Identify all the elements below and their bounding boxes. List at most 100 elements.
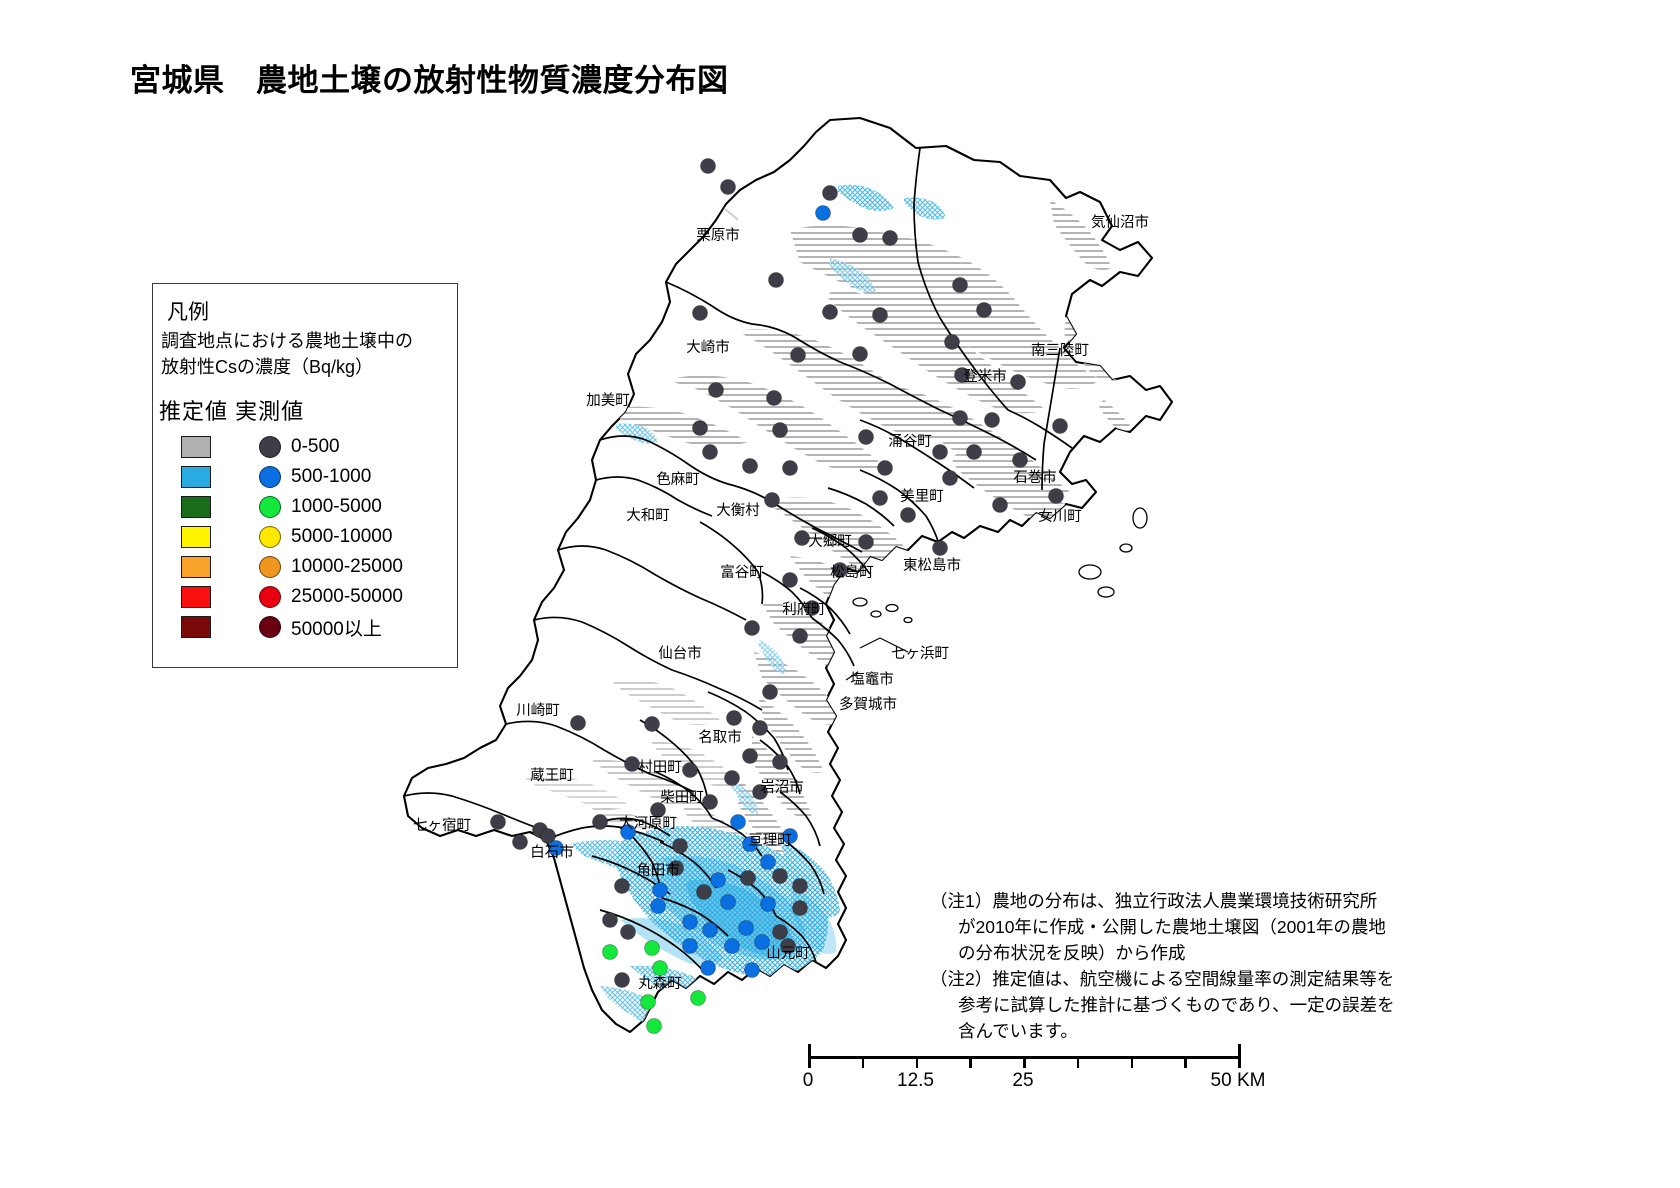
sample-point-0-500[interactable]	[672, 838, 688, 854]
sample-point-1000-5000[interactable]	[652, 960, 668, 976]
sample-point-0-500[interactable]	[1048, 488, 1064, 504]
sample-point-1000-5000[interactable]	[644, 940, 660, 956]
sample-point-0-500[interactable]	[540, 828, 556, 844]
sample-point-0-500[interactable]	[952, 410, 968, 426]
sample-point-0-500[interactable]	[592, 814, 608, 830]
sample-point-0-500[interactable]	[984, 412, 1000, 428]
sample-point-500-1000[interactable]	[650, 898, 666, 914]
sample-point-0-500[interactable]	[602, 912, 618, 928]
sample-point-500-1000[interactable]	[652, 882, 668, 898]
sample-point-0-500[interactable]	[852, 227, 868, 243]
sample-point-0-500[interactable]	[782, 460, 798, 476]
sample-point-500-1000[interactable]	[782, 828, 798, 844]
sample-point-0-500[interactable]	[742, 748, 758, 764]
sample-point-0-500[interactable]	[952, 277, 968, 293]
sample-point-0-500[interactable]	[700, 158, 716, 174]
sample-point-0-500[interactable]	[792, 628, 808, 644]
sample-point-0-500[interactable]	[668, 860, 684, 876]
sample-point-0-500[interactable]	[1010, 374, 1026, 390]
sample-point-500-1000[interactable]	[548, 840, 564, 856]
sample-point-0-500[interactable]	[742, 458, 758, 474]
sample-point-0-500[interactable]	[764, 492, 780, 508]
sample-point-0-500[interactable]	[954, 367, 970, 383]
sample-point-0-500[interactable]	[762, 684, 778, 700]
sample-point-500-1000[interactable]	[738, 920, 754, 936]
sample-point-0-500[interactable]	[772, 924, 788, 940]
sample-point-0-500[interactable]	[792, 900, 808, 916]
sample-point-1000-5000[interactable]	[690, 990, 706, 1006]
sample-point-0-500[interactable]	[692, 420, 708, 436]
sample-point-0-500[interactable]	[804, 600, 820, 616]
sample-point-0-500[interactable]	[768, 272, 784, 288]
sample-point-0-500[interactable]	[624, 756, 640, 772]
sample-point-500-1000[interactable]	[742, 836, 758, 852]
sample-point-1000-5000[interactable]	[602, 944, 618, 960]
sample-point-0-500[interactable]	[696, 884, 712, 900]
sample-point-500-1000[interactable]	[682, 938, 698, 954]
sample-point-0-500[interactable]	[724, 770, 740, 786]
sample-point-0-500[interactable]	[852, 346, 868, 362]
sample-point-500-1000[interactable]	[815, 205, 831, 221]
sample-point-0-500[interactable]	[772, 422, 788, 438]
sample-point-500-1000[interactable]	[754, 934, 770, 950]
sample-point-0-500[interactable]	[794, 530, 810, 546]
sample-point-0-500[interactable]	[782, 572, 798, 588]
sample-point-500-1000[interactable]	[700, 960, 716, 976]
sample-point-0-500[interactable]	[644, 716, 660, 732]
sample-point-0-500[interactable]	[882, 230, 898, 246]
sample-point-0-500[interactable]	[620, 924, 636, 940]
sample-point-0-500[interactable]	[792, 878, 808, 894]
sample-point-0-500[interactable]	[1012, 452, 1028, 468]
sample-point-0-500[interactable]	[1052, 418, 1068, 434]
sample-point-0-500[interactable]	[942, 470, 958, 486]
sample-point-0-500[interactable]	[772, 868, 788, 884]
sample-point-0-500[interactable]	[708, 382, 724, 398]
sample-point-0-500[interactable]	[966, 444, 982, 460]
map-canvas[interactable]: 栗原市 気仙沼市 大崎市 南三陸町 登米市 加美町 涌谷町 色麻町 石巻市 美里町 大衡村 大和町 女川…	[360, 80, 1240, 1040]
sample-point-0-500[interactable]	[780, 938, 796, 954]
sample-points-layer[interactable]	[490, 158, 1068, 1034]
sample-point-0-500[interactable]	[932, 540, 948, 556]
sample-point-0-500[interactable]	[752, 784, 768, 800]
sample-point-0-500[interactable]	[752, 720, 768, 736]
sample-point-500-1000[interactable]	[730, 814, 746, 830]
sample-point-0-500[interactable]	[872, 490, 888, 506]
sample-point-0-500[interactable]	[832, 562, 848, 578]
sample-point-500-1000[interactable]	[620, 824, 636, 840]
sample-point-0-500[interactable]	[570, 715, 586, 731]
sample-point-0-500[interactable]	[992, 497, 1008, 513]
sample-point-0-500[interactable]	[858, 429, 874, 445]
sample-point-500-1000[interactable]	[760, 896, 776, 912]
sample-point-0-500[interactable]	[932, 444, 948, 460]
sample-point-0-500[interactable]	[650, 802, 666, 818]
sample-point-0-500[interactable]	[944, 334, 960, 350]
sample-point-0-500[interactable]	[614, 972, 630, 988]
sample-point-0-500[interactable]	[702, 794, 718, 810]
sample-point-0-500[interactable]	[512, 834, 528, 850]
sample-point-500-1000[interactable]	[744, 962, 760, 978]
sample-point-0-500[interactable]	[772, 754, 788, 770]
sample-point-0-500[interactable]	[726, 710, 742, 726]
sample-point-500-1000[interactable]	[760, 854, 776, 870]
sample-point-0-500[interactable]	[822, 185, 838, 201]
sample-point-0-500[interactable]	[702, 444, 718, 460]
sample-point-500-1000[interactable]	[702, 922, 718, 938]
sample-point-0-500[interactable]	[822, 304, 838, 320]
sample-point-500-1000[interactable]	[724, 938, 740, 954]
sample-point-0-500[interactable]	[692, 305, 708, 321]
sample-point-0-500[interactable]	[614, 878, 630, 894]
sample-point-0-500[interactable]	[858, 534, 874, 550]
sample-point-0-500[interactable]	[744, 620, 760, 636]
sample-point-1000-5000[interactable]	[640, 994, 656, 1010]
sample-point-0-500[interactable]	[872, 307, 888, 323]
sample-point-0-500[interactable]	[877, 460, 893, 476]
sample-point-500-1000[interactable]	[710, 872, 726, 888]
sample-point-0-500[interactable]	[490, 814, 506, 830]
sample-point-0-500[interactable]	[740, 870, 756, 886]
sample-point-1000-5000[interactable]	[646, 1018, 662, 1034]
sample-point-0-500[interactable]	[720, 179, 736, 195]
sample-point-0-500[interactable]	[790, 347, 806, 363]
sample-point-500-1000[interactable]	[682, 914, 698, 930]
sample-point-0-500[interactable]	[766, 390, 782, 406]
